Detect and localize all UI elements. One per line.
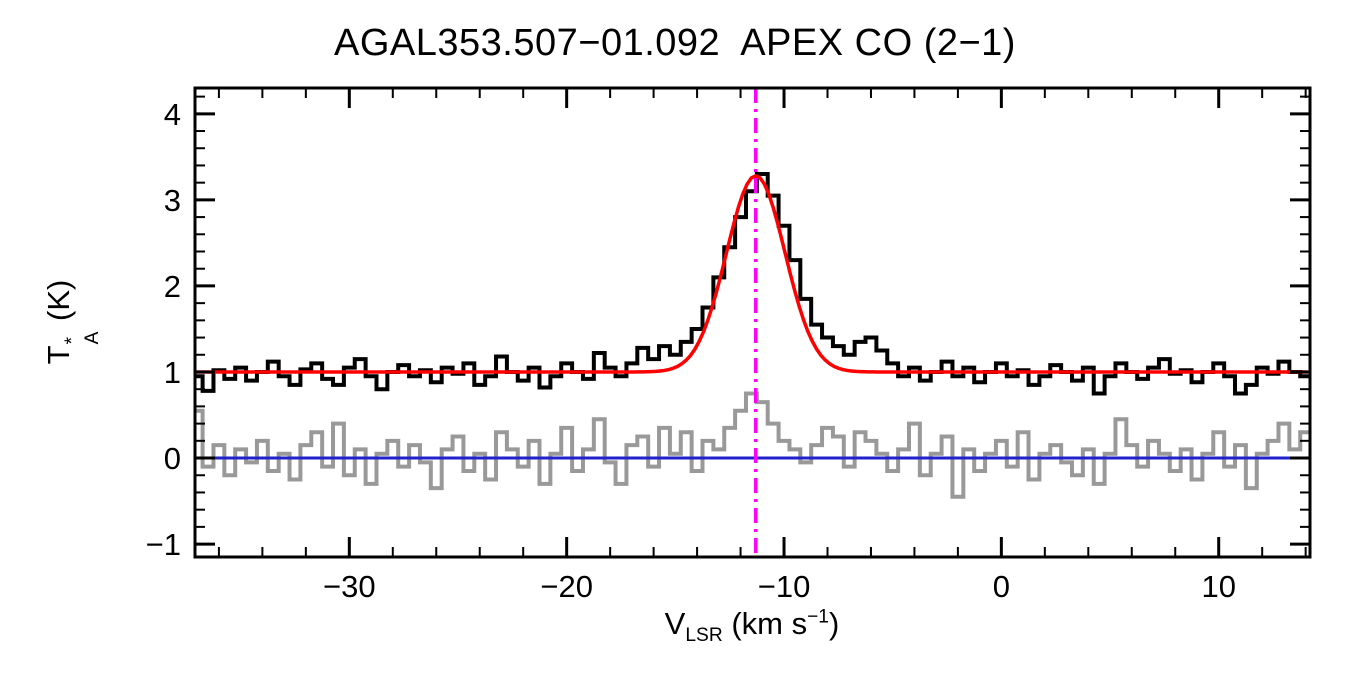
x-tick-label: −20	[540, 569, 593, 604]
x-label-sup: −1	[807, 606, 829, 628]
x-label-base: V	[664, 606, 686, 641]
y-tick-label: 0	[164, 441, 181, 476]
x-tick-label: 0	[993, 569, 1010, 604]
y-tick-label: 1	[164, 355, 181, 390]
x-tick-label: −30	[323, 569, 376, 604]
chart-title: AGAL353.507−01.092 APEX CO (2−1)	[334, 22, 1016, 64]
x-label-sub: LSR	[685, 625, 723, 647]
y-tick-label: −1	[146, 527, 181, 562]
axes-frame	[193, 86, 1312, 559]
spectrum-histogram	[195, 172, 1310, 396]
x-label-end: )	[829, 606, 840, 641]
residual-histogram	[195, 391, 1310, 499]
data-layer	[195, 88, 1310, 557]
gaussian-fit-curve	[195, 173, 1308, 374]
x-axis-label: VLSR (km s−1)	[665, 606, 840, 647]
y-tick-label: 3	[164, 183, 181, 218]
x-tick-label: 10	[1201, 569, 1235, 604]
y-tick-label: 4	[164, 97, 181, 132]
x-label-mid: (km s	[722, 606, 808, 641]
y-tick-label: 2	[164, 269, 181, 304]
x-tick-label: −10	[758, 569, 811, 604]
